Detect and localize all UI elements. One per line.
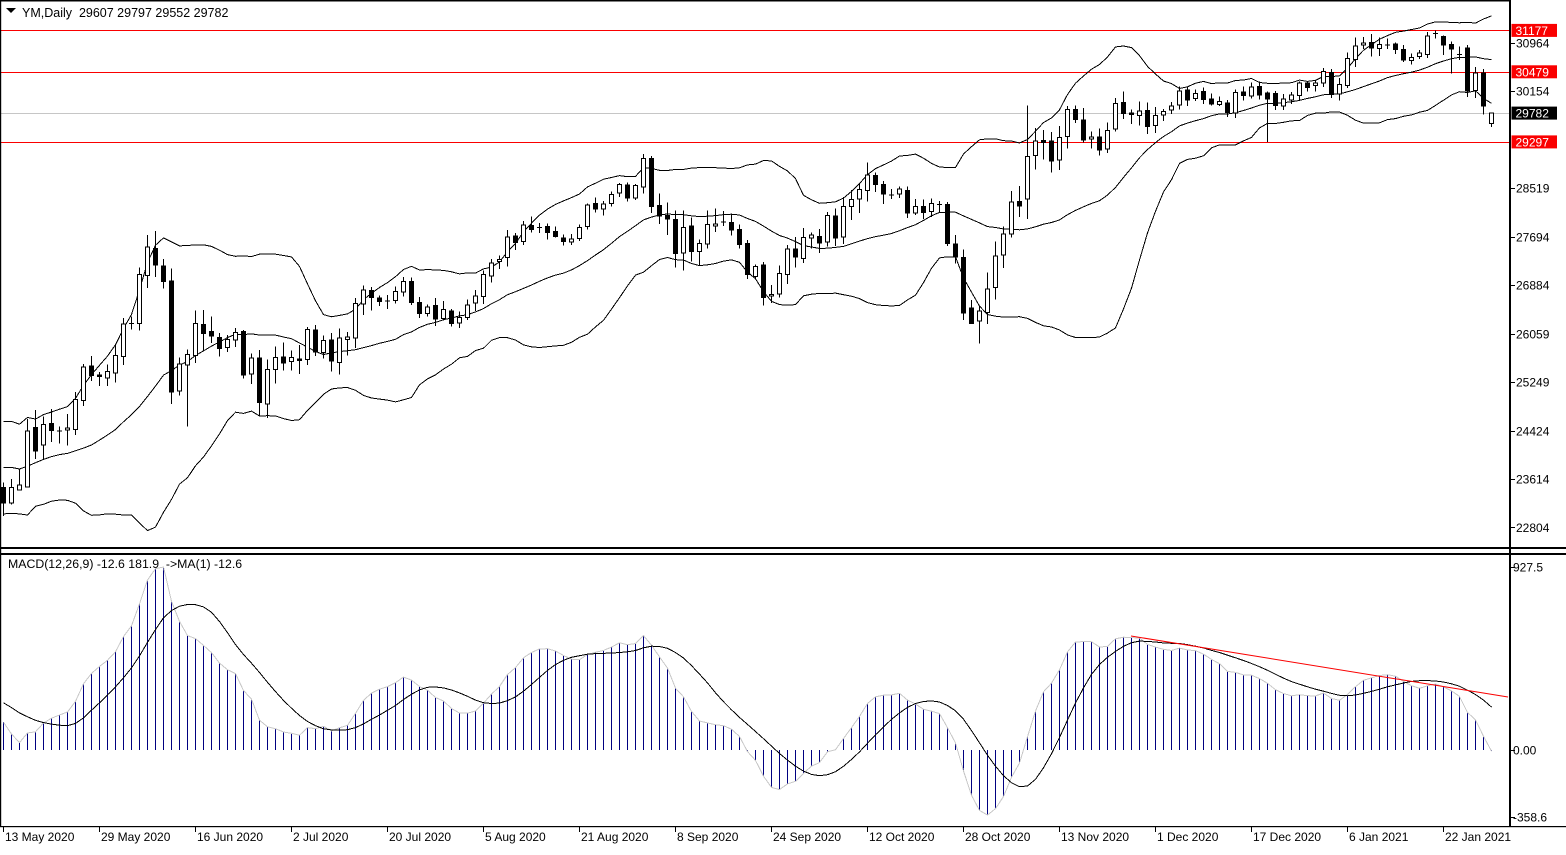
svg-text:28 Oct 2020: 28 Oct 2020 <box>965 830 1031 844</box>
svg-text:24424: 24424 <box>1516 425 1550 439</box>
svg-text:5 Aug 2020: 5 Aug 2020 <box>485 830 546 844</box>
svg-text:17 Dec 2020: 17 Dec 2020 <box>1253 830 1321 844</box>
svg-text:MACD(12,26,9) -12.6 181.9 ->M: MACD(12,26,9) -12.6 181.9 ->MA(1) -12.6 <box>8 557 242 571</box>
svg-text:YM,Daily 29607 29797 29552 29: YM,Daily 29607 29797 29552 29782 <box>22 6 228 20</box>
svg-text:21 Aug 2020: 21 Aug 2020 <box>581 830 649 844</box>
svg-text:1 Dec 2020: 1 Dec 2020 <box>1157 830 1219 844</box>
svg-text:29782: 29782 <box>1516 107 1550 121</box>
svg-text:26884: 26884 <box>1516 279 1550 293</box>
svg-text:30479: 30479 <box>1516 65 1550 79</box>
svg-text:24 Sep 2020: 24 Sep 2020 <box>773 830 841 844</box>
svg-text:29297: 29297 <box>1516 135 1550 149</box>
svg-text:31177: 31177 <box>1516 24 1549 38</box>
svg-text:28519: 28519 <box>1516 182 1550 196</box>
svg-text:27694: 27694 <box>1516 231 1550 245</box>
svg-text:30964: 30964 <box>1516 37 1550 51</box>
svg-text:0.00: 0.00 <box>1513 744 1537 758</box>
svg-text:22804: 22804 <box>1516 521 1550 535</box>
svg-text:22 Jan 2021: 22 Jan 2021 <box>1445 830 1511 844</box>
svg-text:16 Jun 2020: 16 Jun 2020 <box>197 830 263 844</box>
svg-text:20 Jul 2020: 20 Jul 2020 <box>389 830 451 844</box>
svg-text:13 May 2020: 13 May 2020 <box>5 830 75 844</box>
svg-text:25249: 25249 <box>1516 376 1550 390</box>
svg-text:6 Jan 2021: 6 Jan 2021 <box>1349 830 1409 844</box>
svg-text:927.5: 927.5 <box>1513 561 1543 575</box>
svg-text:23614: 23614 <box>1516 473 1550 487</box>
svg-text:8 Sep 2020: 8 Sep 2020 <box>677 830 739 844</box>
svg-text:13 Nov 2020: 13 Nov 2020 <box>1061 830 1129 844</box>
svg-text:30154: 30154 <box>1516 85 1550 99</box>
svg-text:12 Oct 2020: 12 Oct 2020 <box>869 830 935 844</box>
svg-text:-358.6: -358.6 <box>1513 811 1547 825</box>
svg-text:2 Jul 2020: 2 Jul 2020 <box>293 830 349 844</box>
svg-text:29 May 2020: 29 May 2020 <box>101 830 171 844</box>
svg-text:26059: 26059 <box>1516 328 1550 342</box>
